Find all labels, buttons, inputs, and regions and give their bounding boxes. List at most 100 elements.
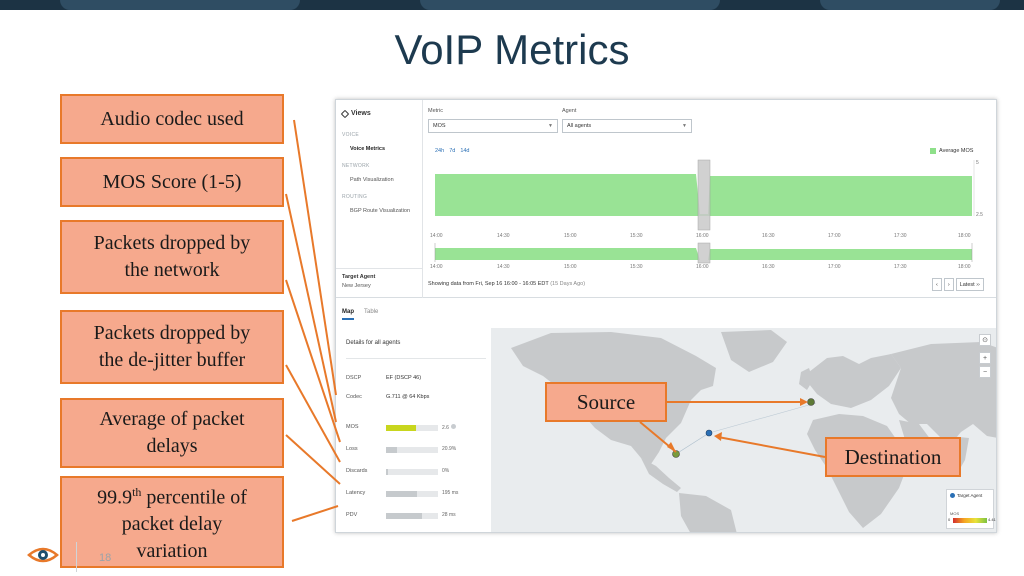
x-tick: 16:00 <box>696 233 709 239</box>
zoom-in-button[interactable]: + <box>979 352 991 364</box>
metric-label: Metric <box>428 108 443 114</box>
selection-window <box>697 159 711 231</box>
metric-bar-latency <box>386 490 438 497</box>
callout-line: Packets dropped by <box>93 322 251 344</box>
showing-text: Showing data from Fri, Sep 16 16:00 - 16… <box>428 281 549 287</box>
legend-label: Average MOS <box>939 148 974 154</box>
sidebar-section-routing: ROUTING <box>342 194 368 200</box>
connector-codec <box>293 119 337 396</box>
views-header: Views <box>340 109 371 118</box>
callout-number: 99.9 <box>97 486 133 509</box>
page-number: 18 <box>99 552 112 564</box>
map-legend-max: 4.41 <box>988 517 996 522</box>
showing-range-text: Showing data from Fri, Sep 16 16:00 - 16… <box>428 281 585 287</box>
metric-value-mos: 2.6 <box>442 424 456 431</box>
showing-range-ago: (15 Days Ago) <box>550 281 586 287</box>
continent-europe <box>809 354 901 408</box>
metric-select[interactable]: MOS ▼ <box>428 119 558 133</box>
route-path <box>675 432 710 455</box>
dscp-value: EF (DSCP 46) <box>386 375 422 381</box>
mos-area-chart[interactable]: 5 2.5 14:00 14:30 15:00 15:30 16:00 16:3… <box>336 100 997 298</box>
callout-pdv-percentile: 99.9th percentile of packet delay variat… <box>60 476 284 568</box>
map-legend-target-label: Target Agent <box>957 493 983 498</box>
metric-value-text: 195 ms <box>442 490 459 496</box>
codec-label: Codec <box>346 394 362 400</box>
callout-line: packet delay <box>121 513 223 536</box>
metric-label-pdv: PDV <box>346 512 358 518</box>
time-range-tabs: 24h 7d 14d <box>435 148 470 154</box>
callout-line: 99.9th percentile of <box>97 479 247 512</box>
metric-bar-fill <box>386 446 397 453</box>
metrics-header-panel: Views VOICE Voice Metrics NETWORK Path V… <box>336 100 997 298</box>
time-range-7d[interactable]: 7d <box>449 148 456 154</box>
dscp-label: DSCP <box>346 375 362 381</box>
x-tick: 14:30 <box>497 233 510 239</box>
details-panel: Details for all agents DSCP EF (DSCP 46)… <box>336 328 491 532</box>
agent-marker-source <box>672 450 680 458</box>
callout-average-delay: Average of packet delays <box>60 398 284 468</box>
eye-logo-icon <box>27 547 59 563</box>
x-tick: 18:00 <box>958 233 971 239</box>
y-tick-max: 5 <box>976 160 979 166</box>
metric-bar-loss <box>386 446 438 453</box>
sidebar-item-voice-metrics[interactable]: Voice Metrics <box>350 146 386 152</box>
connector-discards <box>285 364 341 463</box>
next-button[interactable]: › <box>943 278 954 291</box>
x-tick: 17:00 <box>828 233 841 239</box>
x-ticks-bottom: 14:00 14:30 15:00 15:30 16:00 16:30 17:0… <box>430 264 971 270</box>
tab-map[interactable]: Map <box>342 309 354 320</box>
continent-asia <box>891 342 996 446</box>
x-tick: 17:30 <box>894 233 907 239</box>
x-tick: 15:00 <box>564 264 577 270</box>
metric-value-loss: 20.9% <box>442 446 456 452</box>
continent-south-america <box>679 493 737 532</box>
divider <box>346 358 486 359</box>
metric-label-loss: Loss <box>346 446 358 452</box>
agent-marker-target <box>705 429 713 437</box>
metric-label-mos: MOS <box>346 424 359 430</box>
mos-area-overview <box>435 248 972 260</box>
x-ticks-top: 14:00 14:30 15:00 15:30 16:00 16:30 17:0… <box>430 233 971 239</box>
map-reset-button[interactable]: ⊙ <box>979 334 991 346</box>
latest-button[interactable]: Latest ›› <box>955 278 984 291</box>
world-map[interactable]: ⊙ + − Target Agent MOS 0 4.41 <box>491 328 996 532</box>
callout-mos-score: MOS Score (1-5) <box>60 157 284 207</box>
map-legend-target: Target Agent <box>950 493 982 498</box>
agent-value: All agents <box>567 123 592 129</box>
info-icon[interactable] <box>450 424 456 429</box>
zoom-out-button[interactable]: − <box>979 366 991 378</box>
metric-bar-fill <box>386 468 388 475</box>
metric-bar-pdv <box>386 512 438 519</box>
metric-value-text: 28 ms <box>442 512 456 518</box>
metric-value: MOS <box>433 123 446 129</box>
agent-marker-europe <box>807 398 815 406</box>
prev-button[interactable]: ‹ <box>932 278 942 291</box>
x-tick: 16:30 <box>762 233 775 239</box>
views-sidebar: Views VOICE Voice Metrics NETWORK Path V… <box>336 100 423 298</box>
time-range-24h[interactable]: 24h <box>435 148 445 154</box>
app-screenshot: Views VOICE Voice Metrics NETWORK Path V… <box>335 99 997 533</box>
views-title: Views <box>351 110 371 117</box>
x-tick: 14:00 <box>430 264 443 270</box>
agent-select[interactable]: All agents ▼ <box>562 119 692 133</box>
mos-area-main <box>435 174 972 216</box>
metric-value-text: 20.9% <box>442 446 457 452</box>
map-legend-title: MOS <box>950 511 960 516</box>
time-range-14d[interactable]: 14d <box>460 148 470 154</box>
metric-label-latency: Latency <box>346 490 366 496</box>
greenland <box>721 330 787 372</box>
x-tick: 18:00 <box>958 264 971 270</box>
map-legend: Target Agent MOS 0 4.41 <box>946 489 996 529</box>
map-legend-min: 0 <box>948 517 951 522</box>
tab-table[interactable]: Table <box>364 309 379 315</box>
callout-line: Packets dropped by <box>93 232 251 254</box>
callout-packets-dropped-jitter: Packets dropped by the de-jitter buffer <box>60 310 284 384</box>
sidebar-item-path-visualization[interactable]: Path Visualization <box>350 177 394 183</box>
chart-legend: Average MOS <box>930 148 973 154</box>
agent-label: Agent <box>562 108 577 114</box>
route-path <box>708 402 817 434</box>
sidebar-item-bgp-route[interactable]: BGP Route Visualization <box>350 208 411 214</box>
x-tick: 16:30 <box>762 264 775 270</box>
top-banner <box>0 0 1024 10</box>
